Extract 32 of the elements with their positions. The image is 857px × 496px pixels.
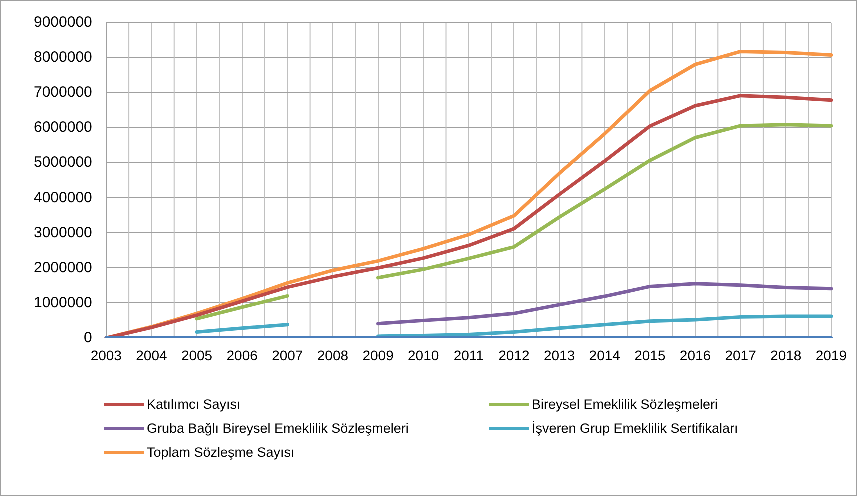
y-tick-label: 0 bbox=[84, 329, 92, 346]
y-tick-label: 3000000 bbox=[34, 224, 92, 242]
y-tick-label: 6000000 bbox=[34, 119, 92, 136]
y-tick-label: 2000000 bbox=[34, 259, 92, 276]
x-tick-label: 2017 bbox=[725, 347, 757, 364]
x-tick-label: 2014 bbox=[589, 347, 621, 364]
x-tick-label: 2010 bbox=[408, 347, 440, 364]
legend-label: İşveren Grup Emeklilik Sertifikaları bbox=[532, 421, 738, 436]
x-tick-label: 2016 bbox=[680, 347, 712, 364]
x-tick-label: 2009 bbox=[362, 347, 394, 364]
x-tick-label: 2013 bbox=[544, 347, 576, 364]
x-tick-label: 2012 bbox=[498, 347, 530, 364]
legend-label: Toplam Sözleşme Sayısı bbox=[147, 445, 295, 460]
x-tick-label: 2018 bbox=[770, 347, 802, 364]
y-tick-label: 1000000 bbox=[34, 294, 92, 312]
y-tick-label: 7000000 bbox=[34, 84, 92, 102]
legend-label: Gruba Bağlı Bireysel Emeklilik Sözleşmeleri bbox=[147, 421, 409, 436]
legend-label: Katılımcı Sayısı bbox=[147, 397, 241, 412]
y-tick-label: 9000000 bbox=[34, 14, 92, 32]
y-tick-label: 8000000 bbox=[34, 49, 92, 66]
y-tick-label: 4000000 bbox=[34, 189, 92, 206]
x-tick-label: 2006 bbox=[226, 347, 258, 364]
legend-label: Bireysel Emeklilik Sözleşmeleri bbox=[532, 397, 718, 412]
x-tick-label: 2005 bbox=[181, 347, 213, 364]
x-tick-label: 2019 bbox=[816, 347, 848, 364]
y-tick-label: 5000000 bbox=[34, 154, 92, 172]
x-tick-label: 2007 bbox=[272, 347, 304, 364]
x-tick-label: 2015 bbox=[634, 347, 666, 364]
x-tick-label: 2008 bbox=[317, 347, 349, 364]
x-tick-label: 2011 bbox=[454, 347, 484, 364]
x-tick-label: 2003 bbox=[90, 347, 122, 364]
x-tick-label: 2004 bbox=[136, 347, 168, 364]
